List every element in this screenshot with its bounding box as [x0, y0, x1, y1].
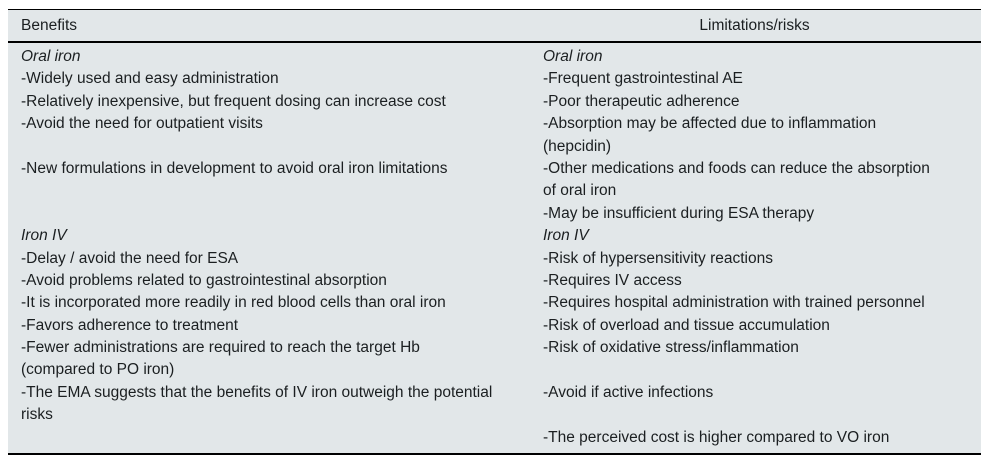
- limitations-line: [543, 359, 981, 381]
- limitations-column: Oral iron -Frequent gastrointestinal AE …: [528, 46, 981, 449]
- limitations-line: -Avoid if active infections: [543, 383, 714, 401]
- benefits-line: -It is incorporated more readily in red …: [21, 294, 446, 312]
- iron-comparison-table: Benefits Limitations/risks Oral iron -Wi…: [8, 9, 981, 456]
- limitations-line: -The perceived cost is higher compared t…: [543, 428, 890, 446]
- benefits-line: [21, 136, 528, 158]
- limitations-line: -Requires IV access: [543, 271, 682, 289]
- table-header-row: Benefits Limitations/risks: [8, 10, 981, 43]
- benefits-line: -New formulations in development to avoi…: [21, 159, 448, 177]
- column-header-benefits: Benefits: [21, 16, 78, 34]
- benefits-line: -Favors adherence to treatment: [21, 316, 239, 334]
- benefits-section-iron-iv: Iron IV: [21, 227, 67, 245]
- limitations-line: -Absorption may be affected due to infla…: [543, 115, 877, 133]
- benefits-column: Oral iron -Widely used and easy administ…: [8, 46, 528, 449]
- limitations-line: of oral iron: [543, 182, 617, 200]
- limitations-line: -Risk of oxidative stress/inflammation: [543, 339, 799, 357]
- limitations-line: -Poor therapeutic adherence: [543, 92, 740, 110]
- benefits-line: [21, 427, 528, 449]
- benefits-line: -Relatively inexpensive, but frequent do…: [21, 92, 446, 110]
- benefits-line: -Widely used and easy administration: [21, 70, 279, 88]
- column-header-limitations: Limitations/risks: [699, 16, 810, 34]
- benefits-line: -Delay / avoid the need for ESA: [21, 249, 239, 267]
- benefits-line: -Avoid problems related to gastrointesti…: [21, 271, 387, 289]
- benefits-line: -Fewer administrations are required to r…: [21, 339, 420, 357]
- benefits-line: -Avoid the need for outpatient visits: [21, 115, 263, 133]
- benefits-line: (compared to PO iron): [21, 361, 175, 379]
- table-body: Oral iron -Widely used and easy administ…: [8, 43, 981, 453]
- limitations-line: [543, 404, 981, 426]
- limitations-section-iron-iv: Iron IV: [543, 227, 589, 245]
- limitations-line: -Requires hospital administration with t…: [543, 294, 925, 312]
- limitations-line: -May be insufficient during ESA therapy: [543, 204, 815, 222]
- benefits-line: -The EMA suggests that the benefits of I…: [21, 383, 493, 401]
- benefits-line: risks: [21, 406, 53, 424]
- benefits-line: [21, 203, 528, 225]
- limitations-line: -Frequent gastrointestinal AE: [543, 70, 743, 88]
- limitations-line: -Other medications and foods can reduce …: [543, 159, 930, 177]
- benefits-section-oral-iron: Oral iron: [21, 48, 81, 65]
- limitations-line: (hepcidin): [543, 137, 612, 155]
- limitations-line: -Risk of overload and tissue accumulatio…: [543, 316, 830, 334]
- limitations-section-oral-iron: Oral iron: [543, 48, 603, 65]
- limitations-line: -Risk of hypersensitivity reactions: [543, 249, 773, 267]
- benefits-line: [21, 180, 528, 202]
